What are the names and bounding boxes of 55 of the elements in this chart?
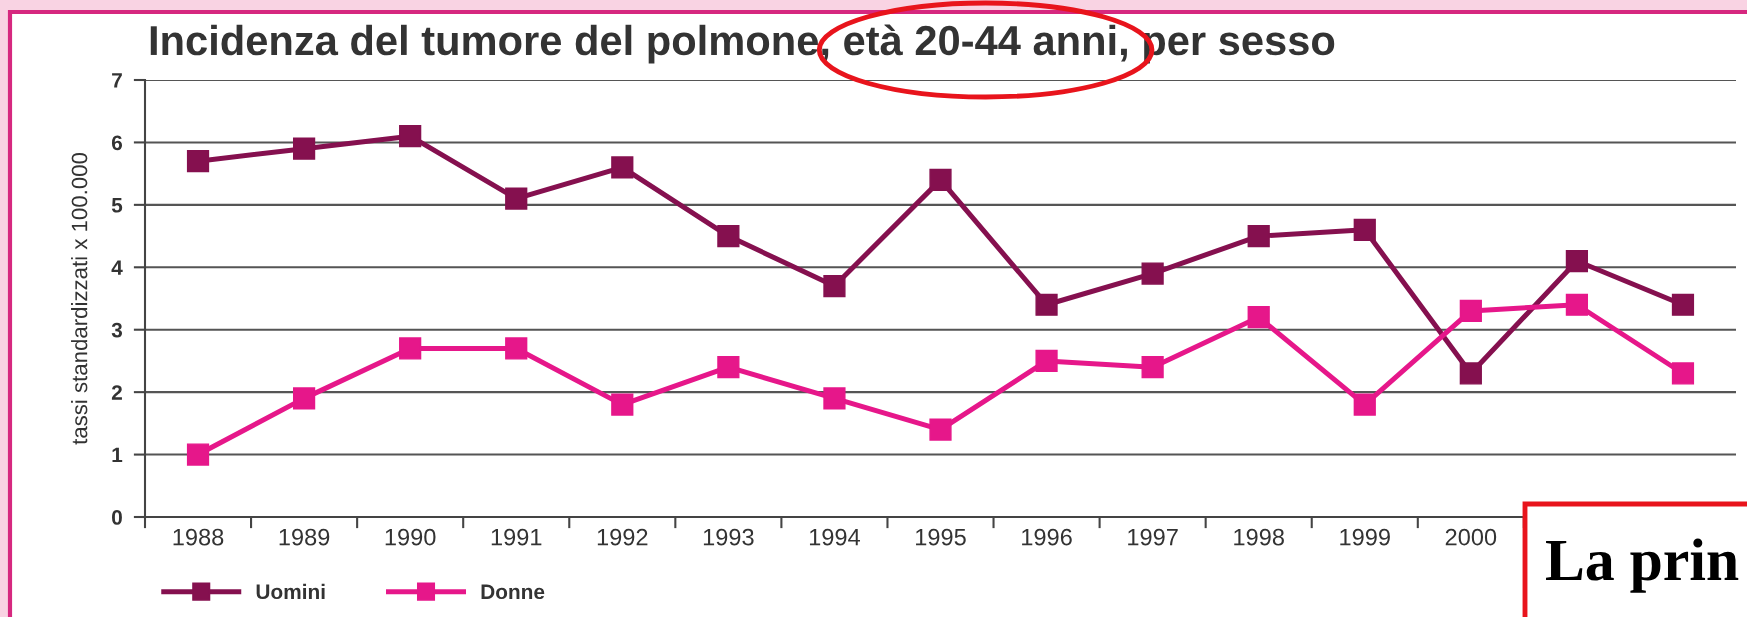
point bbox=[823, 387, 846, 410]
y-axis-title: tassi standardizzati x 100.000 bbox=[71, 152, 88, 445]
x-tick-label: 1992 bbox=[597, 528, 648, 546]
x-tick-label: 1995 bbox=[916, 528, 966, 546]
x-tick-label: 1999 bbox=[1340, 528, 1390, 546]
point bbox=[399, 337, 422, 360]
point bbox=[717, 224, 740, 248]
point bbox=[292, 137, 316, 160]
point bbox=[505, 337, 528, 360]
point bbox=[717, 356, 740, 379]
y-tick-label: 4 bbox=[111, 260, 123, 275]
point bbox=[1353, 393, 1376, 416]
point bbox=[1565, 249, 1589, 273]
x-tick-label: 1994 bbox=[809, 528, 861, 546]
y-tick-label: 0 bbox=[112, 510, 122, 525]
point bbox=[186, 443, 210, 466]
point bbox=[1141, 356, 1164, 379]
point bbox=[1247, 306, 1270, 329]
point bbox=[929, 168, 952, 191]
point bbox=[186, 150, 210, 173]
point bbox=[292, 387, 316, 410]
x-tick-label: 1989 bbox=[279, 528, 330, 546]
x-tick-label: 1991 bbox=[491, 528, 542, 546]
x-tick-label: 1990 bbox=[385, 528, 436, 546]
point bbox=[1671, 293, 1695, 316]
point bbox=[1353, 218, 1376, 241]
x-tick-label: 1988 bbox=[173, 528, 224, 546]
point bbox=[1035, 349, 1058, 373]
legend-label: Donne bbox=[481, 584, 545, 600]
point bbox=[611, 156, 634, 179]
y-tick-label: 2 bbox=[111, 385, 122, 400]
x-tick-label: 1997 bbox=[1128, 528, 1178, 546]
point bbox=[399, 125, 422, 148]
x-tick-label: 2000 bbox=[1445, 528, 1497, 546]
text: La prin bbox=[1546, 538, 1739, 593]
y-tick-label: 7 bbox=[112, 73, 122, 88]
point bbox=[1565, 293, 1589, 316]
y-tick-label: 5 bbox=[111, 198, 123, 213]
point bbox=[505, 187, 528, 210]
x-tick-label: 1998 bbox=[1234, 528, 1284, 546]
point bbox=[611, 393, 634, 416]
point bbox=[1035, 293, 1058, 316]
y-tick-label: 1 bbox=[112, 447, 123, 463]
point bbox=[929, 418, 952, 441]
y-tick-label: 6 bbox=[111, 135, 123, 151]
point bbox=[1671, 362, 1695, 385]
point bbox=[823, 274, 846, 298]
point bbox=[1459, 362, 1482, 385]
x-tick-label: 1996 bbox=[1022, 528, 1072, 546]
x-tick-label: 1993 bbox=[703, 528, 754, 546]
point bbox=[1459, 299, 1482, 323]
legend-label: Uomini bbox=[256, 583, 325, 600]
point bbox=[1141, 262, 1164, 285]
point bbox=[1247, 224, 1270, 248]
y-tick-label: 3 bbox=[111, 322, 123, 338]
